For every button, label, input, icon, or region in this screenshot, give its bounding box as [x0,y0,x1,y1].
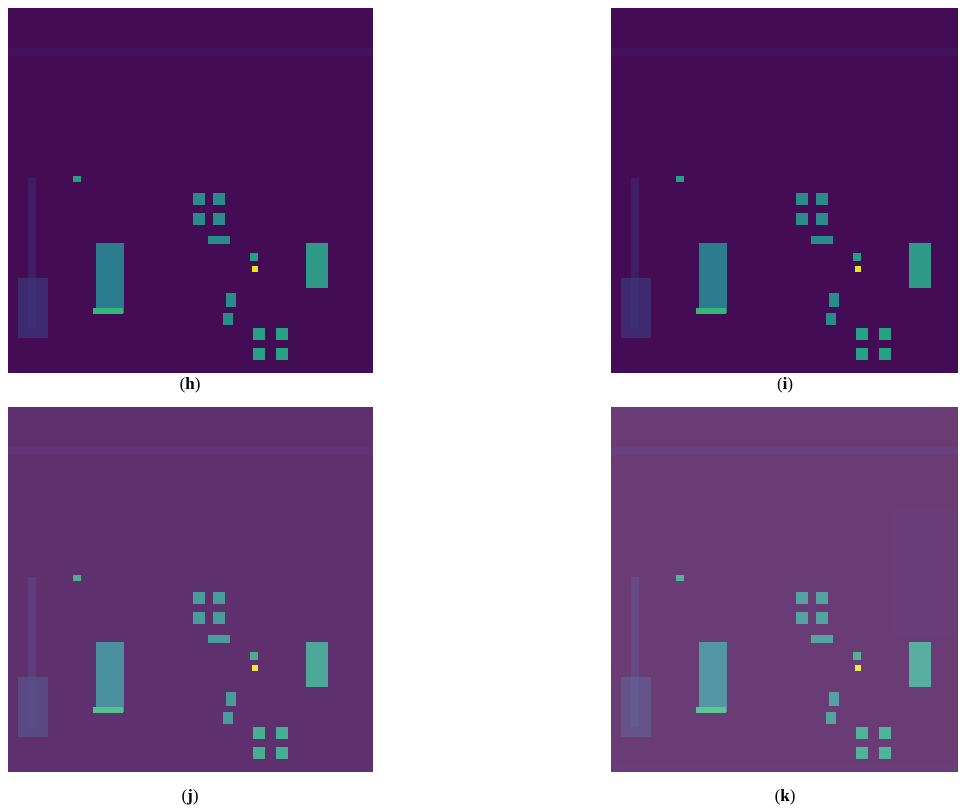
page: (h) (i) (j) (k) (() => { const data = JS… [0,0,965,812]
panel-caption: (h) [160,374,220,394]
panel-caption: (j) [160,786,220,806]
heatmap-image [8,8,373,373]
panel-caption: (k) [755,786,815,806]
heatmap-image [8,407,373,772]
heatmap-image [611,8,958,373]
heatmap-image [611,407,958,775]
panel-caption: (i) [755,374,815,394]
